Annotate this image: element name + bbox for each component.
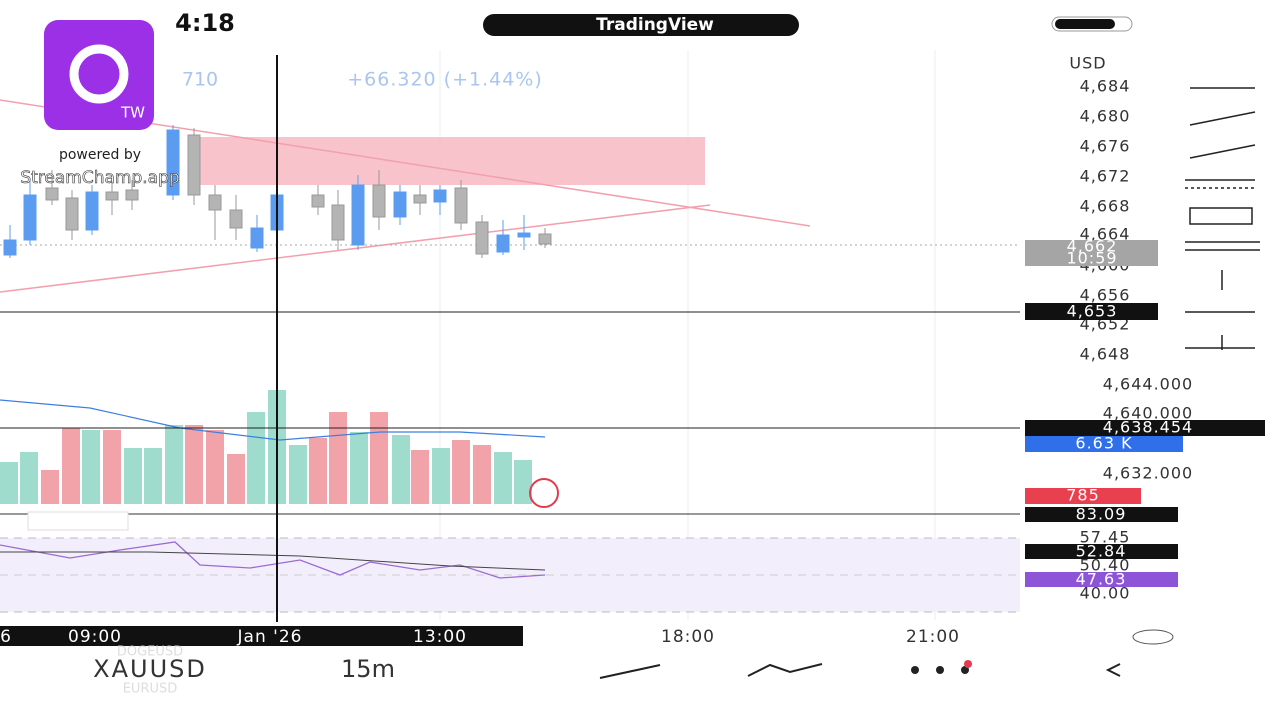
symbol-above[interactable]: DOGEUSD <box>117 645 183 660</box>
candles <box>3 125 552 258</box>
app-pill <box>483 14 799 36</box>
volume-red: 785 <box>1066 486 1100 505</box>
price-label: 4,644.000 <box>1103 375 1193 394</box>
rsi-high-tag <box>1025 507 1178 522</box>
price-label: 4,684 <box>1080 77 1131 96</box>
powered-by: powered by <box>59 147 141 163</box>
price-label: 4,632.000 <box>1103 464 1193 483</box>
ma-tag <box>1025 420 1265 436</box>
time-label: 21:00 <box>906 627 960 647</box>
time-axis-highlight <box>0 626 523 646</box>
rsi-value: 52.84 <box>1076 542 1127 561</box>
rsi-label: 50.40 <box>1080 556 1131 575</box>
alert-icon[interactable] <box>529 478 559 508</box>
price-fragment: 710 <box>182 69 218 91</box>
price-change: +66.320 (+1.44%) <box>347 69 543 91</box>
logo-text: TW <box>120 104 145 122</box>
last-price-tag <box>1025 240 1158 266</box>
status-time: 4:18 <box>175 9 235 37</box>
rsi-ma-line <box>0 551 546 571</box>
rsi-value-tag <box>1025 544 1178 559</box>
notification-dot <box>964 660 972 668</box>
crosshair-price: 4,653 <box>1067 302 1118 321</box>
rsi-label: 57.45 <box>1080 528 1131 547</box>
interval[interactable]: 15m <box>341 655 395 683</box>
logo-ring <box>69 44 129 104</box>
drawing-tools[interactable] <box>1185 87 1260 350</box>
countdown: 10:59 <box>1066 249 1117 268</box>
symbol[interactable]: XAUUSD <box>93 655 207 683</box>
collapse-button[interactable] <box>27 511 129 531</box>
ma-value: 4,638.454 <box>1103 418 1193 437</box>
battery-level <box>1055 19 1115 29</box>
rsi-line <box>0 541 546 579</box>
app-name: TradingView <box>596 15 714 35</box>
volume-tag <box>1025 436 1183 452</box>
price-label: 4,664 <box>1080 225 1131 244</box>
more-icon[interactable] <box>911 666 969 674</box>
symbol-below[interactable]: EURUSD <box>123 682 178 697</box>
indicator-icon[interactable] <box>747 663 823 677</box>
time-label: 18:00 <box>661 627 715 647</box>
price-label: 4,680 <box>1080 107 1131 126</box>
price-label: 4,676 <box>1080 137 1131 156</box>
time-label: 6 <box>0 627 12 647</box>
price-label: 4,640.000 <box>1103 404 1193 423</box>
last-price: 4,662 <box>1067 237 1118 256</box>
draw-icon[interactable] <box>599 664 661 679</box>
time-label: 09:00 <box>68 627 122 647</box>
undo-icon[interactable] <box>1105 663 1121 677</box>
volume-red-tag <box>1025 488 1141 504</box>
rsi-label: 40.00 <box>1080 584 1131 603</box>
volume-bars <box>0 390 546 504</box>
trend-line <box>0 204 711 293</box>
price-label: 4,672 <box>1080 167 1131 186</box>
volume-value: 6.63 K <box>1075 434 1132 453</box>
time-label: Jan '26 <box>237 627 303 647</box>
rsi-ma: 47.63 <box>1076 570 1127 589</box>
settings-icon[interactable] <box>1132 629 1174 645</box>
brand: StreamChamp.app <box>20 168 179 188</box>
price-label: 4,648 <box>1080 345 1131 364</box>
time-label: 13:00 <box>413 627 467 647</box>
zone-rectangle <box>200 137 705 185</box>
price-label: 4,668 <box>1080 197 1131 216</box>
rsi-high: 83.09 <box>1076 505 1127 524</box>
logo <box>44 20 154 130</box>
rsi-ma-tag <box>1025 572 1178 587</box>
crosshair-price-tag <box>1025 303 1158 320</box>
currency[interactable]: USD <box>1069 54 1106 73</box>
price-label: 4,656 <box>1080 286 1131 305</box>
